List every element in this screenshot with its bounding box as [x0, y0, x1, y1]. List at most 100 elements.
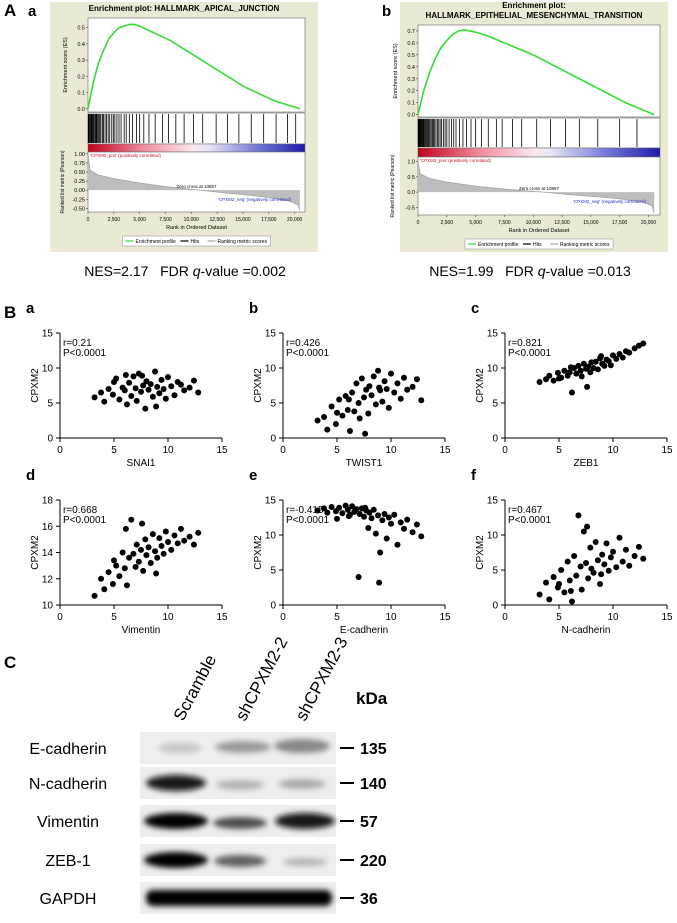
point — [153, 403, 160, 410]
x-tick-label: 10 — [162, 445, 174, 456]
y-tick-label: 0.3 — [407, 77, 415, 83]
band — [283, 858, 327, 866]
point — [635, 543, 642, 550]
point — [607, 362, 614, 369]
point — [344, 506, 351, 513]
pos-label: 'CPXM2_pos' (positively correlated) — [420, 158, 491, 163]
x-tick-label: 12,500 — [554, 220, 570, 226]
point — [128, 516, 135, 523]
x-tick-label: 5,000 — [469, 220, 482, 226]
y-tick-label: 15 — [42, 329, 54, 340]
point — [567, 588, 574, 594]
point — [123, 582, 130, 589]
point — [546, 372, 553, 379]
point — [607, 554, 614, 561]
point — [585, 363, 592, 370]
x-axis-label: Vimentin — [122, 625, 161, 636]
x-tick-label: 10,000 — [526, 220, 542, 226]
point — [404, 516, 411, 523]
x-axis-label: N-cadherin — [562, 625, 611, 636]
zero-cross-label: Zero cross at 10857 — [519, 186, 560, 191]
kda-label: 57 — [360, 814, 378, 831]
panel-sublabel: e — [249, 467, 257, 484]
point — [598, 353, 605, 360]
y-tick-label: 15 — [487, 496, 499, 507]
point — [186, 384, 193, 391]
band — [215, 741, 271, 753]
y-tick-label: 10 — [487, 364, 499, 375]
x-tick-label: 10 — [385, 612, 397, 623]
unit-label: kDa — [356, 689, 388, 708]
point — [566, 369, 573, 376]
point — [126, 379, 133, 386]
y-tick-label: 1.0 — [407, 160, 415, 166]
panel-sublabel: b — [382, 3, 391, 20]
point — [314, 507, 321, 514]
x-tick-label: 15 — [439, 612, 451, 623]
y-tick-label: 0 — [270, 434, 276, 445]
point — [143, 378, 150, 385]
point — [133, 397, 140, 404]
point — [376, 579, 383, 586]
annotation: r=0.21 — [63, 338, 92, 349]
x-tick-label: 0 — [280, 612, 286, 623]
point — [142, 405, 149, 412]
point — [336, 396, 343, 403]
point — [556, 581, 562, 587]
legend-entry: Enrichment profile — [478, 242, 519, 248]
point — [145, 544, 152, 551]
point — [140, 382, 147, 389]
row-label: Vimentin — [37, 814, 99, 831]
plot-title: HALLMARK_EPITHELIAL_MESENCHYMAL_TRANSITI… — [426, 11, 643, 20]
x-tick-label: 15 — [661, 445, 673, 456]
x-tick-label: 15 — [216, 445, 228, 456]
point — [598, 571, 605, 578]
pos-label: 'CPXM2_pos' (positively correlated) — [90, 153, 161, 158]
x-tick-label: 15,000 — [583, 220, 599, 226]
point — [601, 362, 608, 369]
point — [409, 383, 416, 390]
y-tick-label: 15 — [265, 329, 277, 340]
row-label: N-cadherin — [29, 776, 107, 793]
point — [536, 379, 543, 385]
y-tick-label: 0.0 — [407, 113, 415, 119]
y-tick-label: 0.0 — [77, 107, 85, 113]
point — [171, 532, 178, 539]
y-axis-label: CPXM2 — [30, 368, 41, 403]
x-tick-label: 5 — [334, 445, 340, 456]
point — [162, 528, 169, 535]
point — [370, 506, 377, 513]
point — [154, 554, 161, 561]
y-tick-label: 0.5 — [407, 175, 415, 181]
x-tick-label: 12,500 — [210, 217, 226, 223]
point — [536, 591, 543, 598]
point — [594, 557, 601, 564]
point — [561, 367, 568, 374]
point — [375, 367, 382, 374]
y-tick-label: 0.4 — [407, 65, 415, 71]
point — [362, 504, 369, 511]
point — [156, 535, 163, 542]
point — [98, 389, 105, 396]
row-label: GAPDH — [40, 891, 97, 908]
y-tick-label: 0.50 — [74, 170, 85, 176]
x-tick-label: 5 — [556, 445, 562, 456]
point — [138, 388, 144, 395]
y-tick-label: 0.7 — [407, 29, 415, 35]
point — [153, 570, 160, 577]
stats-text: NES=2.17 FDR q-value =0.002 — [84, 263, 286, 279]
hits-frame — [417, 117, 661, 149]
x-axis-label: TWIST1 — [346, 458, 383, 469]
point — [383, 535, 390, 542]
enrichment-line — [87, 23, 301, 110]
band — [158, 743, 202, 753]
point — [355, 574, 362, 580]
point — [590, 569, 597, 576]
point — [91, 394, 98, 401]
point — [578, 373, 585, 380]
panel-sublabel: b — [249, 300, 258, 317]
point — [397, 395, 404, 402]
point — [610, 548, 616, 555]
y-tick-label: 0 — [492, 434, 498, 445]
annotation: P<0.0001 — [508, 348, 552, 359]
